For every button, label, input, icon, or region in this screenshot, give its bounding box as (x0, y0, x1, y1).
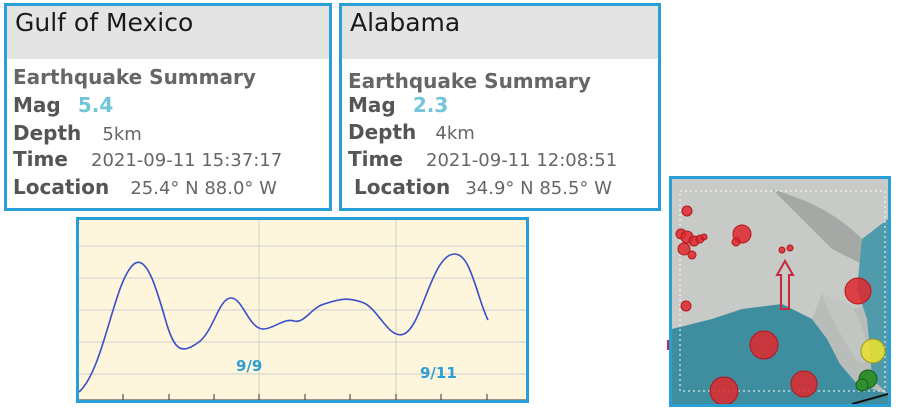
mag-value: 2.3 (412, 93, 449, 117)
seismic-activity-chart: 9/9 9/11 (76, 217, 529, 403)
up-arrow-icon (775, 258, 795, 310)
depth-value: 5km (102, 124, 142, 145)
location-label: Location (354, 175, 451, 199)
card-title: Alabama (342, 6, 658, 59)
activity-line (79, 253, 489, 393)
mag-label: Mag (13, 93, 61, 117)
summary-heading: Earthquake Summary (13, 65, 256, 89)
map-canvas (672, 179, 888, 404)
time-label: Time (348, 147, 403, 171)
earthquake-card-gulf-of-mexico: Gulf of Mexico Earthquake Summary Mag 5.… (4, 3, 332, 211)
time-value: 2021-09-11 15:37:17 (91, 150, 283, 171)
chart-gridlines (79, 220, 526, 400)
time-label: Time (13, 147, 68, 171)
earthquake-map[interactable] (669, 176, 891, 407)
depth-value: 4km (435, 123, 475, 144)
date-label-9-11: 9/11 (420, 364, 457, 382)
map-extent-frame (679, 190, 886, 392)
quake-markers[interactable] (675, 205, 872, 404)
location-value: 34.9° N 85.5° W (465, 178, 612, 199)
date-label-9-9: 9/9 (236, 357, 263, 375)
depth-label: Depth (348, 120, 417, 144)
chart-x-ticks (79, 394, 526, 400)
depth-label: Depth (13, 121, 82, 145)
mag-label: Mag (348, 93, 396, 117)
location-label: Location (13, 175, 110, 199)
quake-marker-yellow[interactable] (860, 338, 886, 364)
florida-landmass (822, 294, 868, 364)
summary-heading: Earthquake Summary (348, 69, 591, 93)
chart-plot (79, 220, 526, 400)
time-value: 2021-09-11 12:08:51 (426, 150, 618, 171)
card-title: Gulf of Mexico (7, 6, 329, 59)
earthquake-card-alabama: Alabama Earthquake Summary Mag 2.3 Depth… (339, 3, 661, 211)
mag-value: 5.4 (77, 93, 114, 117)
location-value: 25.4° N 88.0° W (130, 178, 277, 199)
